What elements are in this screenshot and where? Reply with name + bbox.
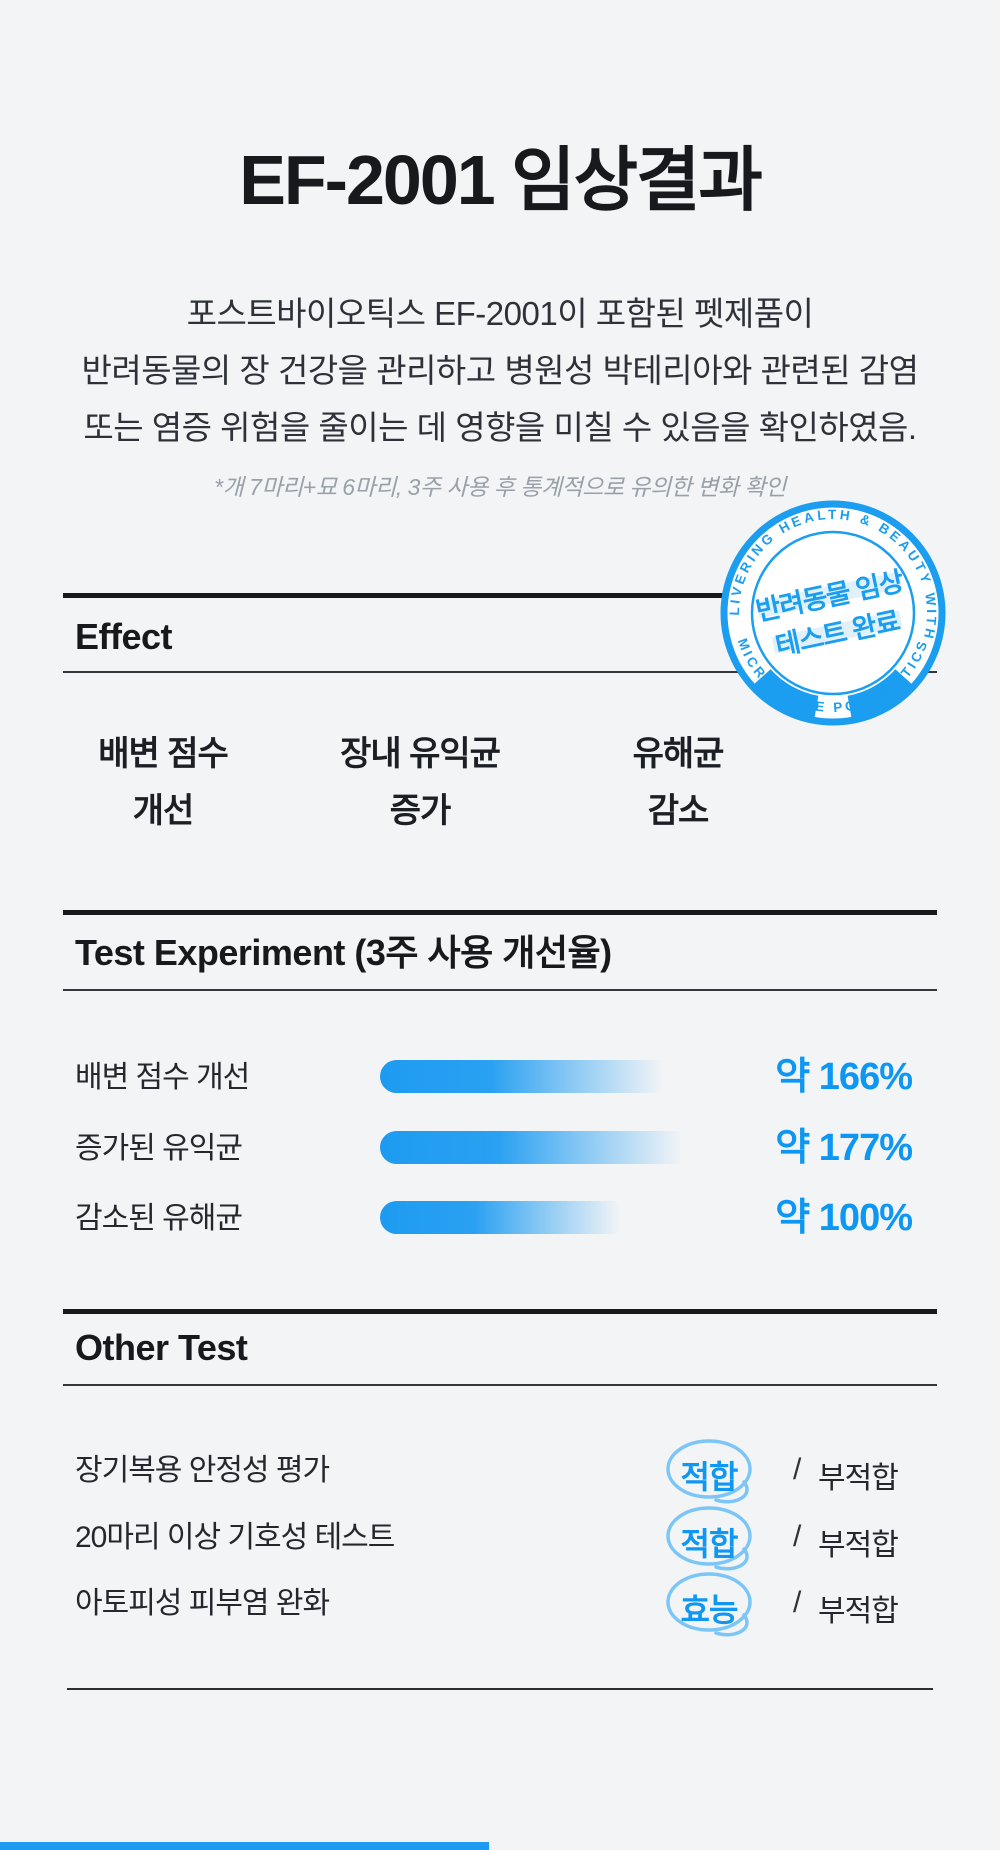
effect-item-line1: 장내 유익균 (340, 735, 501, 773)
seal-wedge-left (751, 669, 819, 722)
bar-fill (380, 1201, 628, 1234)
study-footnote: *개 7마리+묘 6마리, 3주 사용 후 통계적으로 유의한 변화 확인 (214, 474, 786, 500)
bar-row-value: 약 166% (775, 1056, 913, 1098)
bar-row-value: 약 177% (775, 1127, 913, 1169)
effect-item-line2: 개선 (132, 792, 195, 830)
hand-drawn-circle-icon (666, 1439, 752, 1504)
test-experiment-top-rule (63, 910, 937, 915)
next-section-edge (0, 1842, 489, 1850)
other-test-heading: Other Test (75, 1327, 248, 1368)
bar-row-label: 배변 점수 개선 (75, 1061, 250, 1094)
bar-row-label: 증가된 유익균 (75, 1132, 243, 1165)
other-test-label: 장기복용 안정성 평가 (75, 1454, 330, 1487)
other-test-label: 20마리 이상 기호성 테스트 (75, 1521, 395, 1554)
effect-bottom-rule (63, 671, 937, 673)
result-alt-label: 부적합 (818, 1595, 899, 1628)
test-experiment-heading: Test Experiment (3주 사용 개선율) (75, 932, 612, 973)
bar-fill (380, 1131, 692, 1164)
result-circle: 효능 (656, 1567, 774, 1643)
hand-drawn-circle-icon (666, 1506, 752, 1571)
result-separator: / (793, 1586, 802, 1619)
intro-line: 반려동물의 장 건강을 관리하고 병원성 박테리아와 관련된 감염 (81, 352, 919, 389)
bar-row-label: 감소된 유해균 (75, 1202, 243, 1235)
effect-item-line2: 증가 (389, 792, 452, 830)
intro-paragraph: 포스트바이오틱스 EF-2001이 포함된 펫제품이 반려동물의 장 건강을 관… (0, 285, 1000, 456)
bar-row-value: 약 100% (775, 1197, 913, 1239)
clinical-test-badge: DELIVERING HEALTH & BEAUTY WITH MICROBIO… (710, 484, 950, 730)
seal-wedge-right (847, 669, 915, 722)
result-circle: 적합 (656, 1434, 774, 1510)
effect-item-stool-score: 배변 점수 개선 (63, 726, 263, 840)
result-word: 적합 (680, 1459, 739, 1495)
result-word: 효능 (680, 1592, 739, 1628)
bar-fill (380, 1060, 672, 1093)
effect-top-rule (63, 593, 937, 598)
bar-track (380, 1060, 710, 1093)
other-test-top-rule (63, 1309, 937, 1314)
bar-track (380, 1201, 710, 1234)
test-experiment-bottom-rule (63, 989, 937, 991)
hand-drawn-circle-icon (666, 1572, 752, 1637)
stamp-seal-icon: DELIVERING HEALTH & BEAUTY WITH MICROBIO… (710, 484, 946, 726)
effect-item-line2: 감소 (647, 792, 710, 830)
intro-line: 포스트바이오틱스 EF-2001이 포함된 펫제품이 (186, 295, 814, 332)
result-alt-label: 부적합 (818, 1462, 899, 1495)
effect-item-bad-bacteria: 유해균 감소 (593, 726, 763, 840)
result-word: 적합 (680, 1526, 739, 1562)
result-separator: / (793, 1453, 802, 1486)
intro-line: 또는 염증 위험을 줄이는 데 영향을 미칠 수 있음을 확인하였음. (83, 409, 917, 446)
other-test-bottom-rule (63, 1384, 937, 1386)
effect-item-good-bacteria: 장내 유익균 증가 (305, 726, 535, 840)
result-alt-label: 부적합 (818, 1529, 899, 1562)
bar-track (380, 1131, 710, 1164)
result-separator: / (793, 1520, 802, 1553)
effect-item-line1: 배변 점수 (98, 735, 229, 773)
other-test-label: 아토피성 피부염 완화 (75, 1587, 330, 1620)
page-title: EF-2001 임상결과 (239, 141, 763, 219)
effect-item-line1: 유해균 (632, 735, 725, 773)
effect-heading: Effect (75, 616, 173, 657)
page-bottom-rule (67, 1688, 933, 1690)
result-circle: 적합 (656, 1501, 774, 1577)
